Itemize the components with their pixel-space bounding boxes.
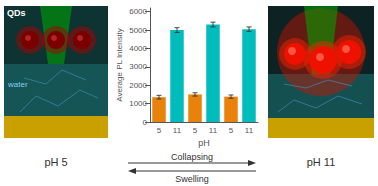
svg-text:5: 5 <box>229 126 234 135</box>
svg-text:11: 11 <box>209 126 218 135</box>
svg-text:1000: 1000 <box>129 99 147 108</box>
svg-text:water: water <box>7 80 28 89</box>
svg-text:pH 5: pH 5 <box>44 156 67 168</box>
svg-text:4000: 4000 <box>129 44 147 53</box>
svg-text:5000: 5000 <box>129 26 147 35</box>
svg-text:11: 11 <box>245 126 254 135</box>
svg-text:5: 5 <box>193 126 198 135</box>
svg-text:QDs: QDs <box>7 8 26 18</box>
svg-text:Swelling: Swelling <box>175 174 209 184</box>
svg-text:6000: 6000 <box>129 7 147 16</box>
svg-text:3000: 3000 <box>129 62 147 71</box>
svg-text:0: 0 <box>143 118 148 127</box>
svg-text:Collapsing: Collapsing <box>171 152 213 162</box>
svg-text:pH: pH <box>198 138 210 148</box>
svg-text:11: 11 <box>173 126 182 135</box>
svg-text:5: 5 <box>157 126 162 135</box>
svg-text:pH 11: pH 11 <box>307 156 336 168</box>
svg-text:2000: 2000 <box>129 81 147 90</box>
svg-text:Average PL Intensity: Average PL Intensity <box>115 28 124 101</box>
